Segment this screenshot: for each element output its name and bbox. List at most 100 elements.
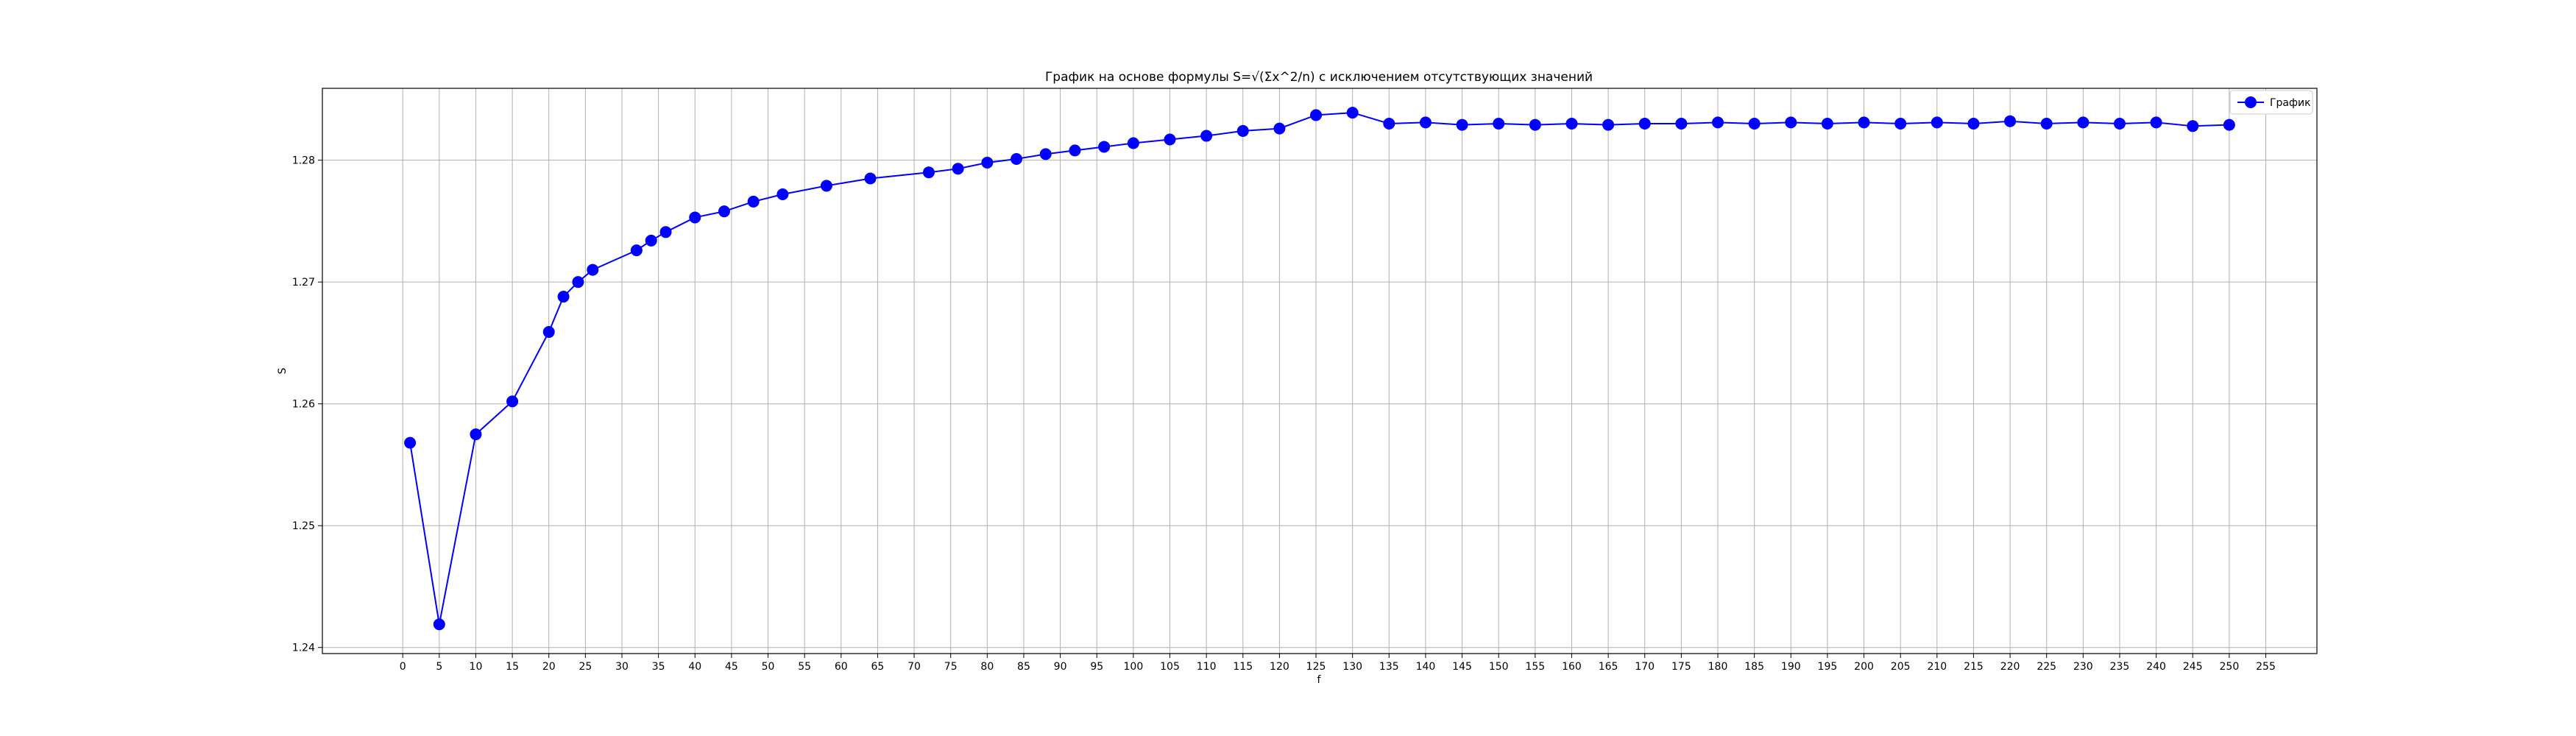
x-tick-label: 85 [1017, 661, 1030, 673]
x-tick-label: 40 [688, 661, 701, 673]
x-tick-label: 240 [2146, 661, 2166, 673]
x-tick-label: 195 [1818, 661, 1838, 673]
axes: 0 5 10 15 20 25 30 35 40 45 50 55 60 65 70 75 80 85 90 95 10… [292, 88, 2318, 673]
x-tick-label: 225 [2037, 661, 2056, 673]
data-point [1069, 144, 1081, 157]
data-point [1346, 107, 1359, 119]
chart-title: График на основе формулы S=√(Σx^2/n) с и… [1045, 70, 1593, 85]
data-point [433, 618, 445, 631]
legend: График [2229, 90, 2313, 115]
x-tick-label: 35 [652, 661, 665, 673]
data-point [1894, 118, 1907, 130]
data-point [1602, 118, 1615, 131]
data-point [1200, 130, 1213, 142]
data-point [1638, 118, 1651, 130]
data-point [1967, 118, 1980, 130]
x-tick-label: 125 [1306, 661, 1326, 673]
y-axis-label: S [277, 367, 289, 374]
x-tick-label: 245 [2183, 661, 2203, 673]
x-tick-label: 90 [1054, 661, 1067, 673]
x-tick-label: 180 [1708, 661, 1728, 673]
x-tick-label: 135 [1379, 661, 1399, 673]
series-layer [404, 107, 2235, 631]
data-point [1310, 109, 1323, 121]
x-tick-label: 130 [1342, 661, 1362, 673]
x-tick-label: 150 [1489, 661, 1509, 673]
x-tick-label: 145 [1452, 661, 1472, 673]
x-tick-label: 200 [1854, 661, 1874, 673]
data-point [1039, 148, 1052, 160]
data-point [470, 428, 482, 441]
data-point [1383, 118, 1395, 130]
data-point [572, 276, 584, 289]
grid [322, 88, 2317, 654]
data-point [1236, 124, 1249, 137]
x-tick-label: 50 [762, 661, 775, 673]
x-tick-label: 95 [1090, 661, 1103, 673]
data-point [1529, 118, 1541, 131]
data-point [1098, 141, 1111, 153]
x-tick-label: 45 [725, 661, 738, 673]
x-tick-label: 110 [1197, 661, 1217, 673]
data-point [2150, 116, 2162, 129]
data-point [557, 291, 570, 303]
data-point [587, 263, 599, 276]
data-point [1712, 116, 1724, 129]
data-point [1748, 118, 1761, 130]
data-point [1565, 118, 1578, 130]
data-point [718, 205, 730, 218]
y-tick-label: 1.25 [292, 520, 315, 532]
data-point [952, 163, 964, 175]
data-point [1493, 118, 1505, 130]
data-point [981, 156, 994, 169]
data-point [747, 195, 760, 208]
legend-label: График [2270, 97, 2311, 109]
data-point [864, 172, 877, 185]
data-point [1456, 118, 1468, 131]
data-point [1785, 116, 1797, 129]
data-point [1273, 122, 1286, 135]
data-point [689, 211, 701, 224]
data-point [1164, 133, 1176, 146]
x-tick-label: 25 [578, 661, 592, 673]
x-tick-label: 65 [871, 661, 885, 673]
data-point [2077, 116, 2090, 129]
x-tick-label: 75 [944, 661, 958, 673]
x-tick-label: 80 [980, 661, 994, 673]
x-tick-label: 5 [436, 661, 442, 673]
x-tick-label: 215 [1964, 661, 1984, 673]
x-tick-label: 140 [1416, 661, 1436, 673]
x-tick-label: 185 [1744, 661, 1764, 673]
x-tick-label: 190 [1781, 661, 1801, 673]
data-point [542, 326, 555, 339]
legend-marker-sample [2245, 96, 2257, 108]
data-point [1675, 118, 1688, 130]
data-point [1419, 116, 1432, 129]
x-tick-label: 165 [1599, 661, 1618, 673]
data-point [2187, 120, 2199, 132]
data-point [922, 166, 935, 179]
data-point [1858, 116, 1870, 129]
x-tick-label: 100 [1124, 661, 1144, 673]
data-point [404, 436, 417, 449]
data-point [630, 244, 643, 257]
x-tick-label: 10 [470, 661, 483, 673]
y-tick-label: 1.28 [292, 155, 315, 167]
x-tick-label: 120 [1270, 661, 1289, 673]
data-point [645, 234, 657, 247]
x-axis-label: f [1317, 674, 1322, 686]
x-tick-label: 205 [1891, 661, 1911, 673]
x-tick-label: 20 [542, 661, 556, 673]
plot-frame [322, 88, 2318, 654]
y-tick-label: 1.27 [292, 277, 315, 289]
data-point [1821, 118, 1833, 130]
x-tick-label: 30 [615, 661, 629, 673]
data-point [659, 226, 672, 238]
y-tick-label: 1.26 [292, 399, 315, 411]
data-point [1127, 137, 1139, 149]
x-tick-label: 115 [1233, 661, 1253, 673]
x-tick-label: 60 [835, 661, 848, 673]
x-tick-label: 55 [798, 661, 811, 673]
x-tick-label: 250 [2220, 661, 2240, 673]
